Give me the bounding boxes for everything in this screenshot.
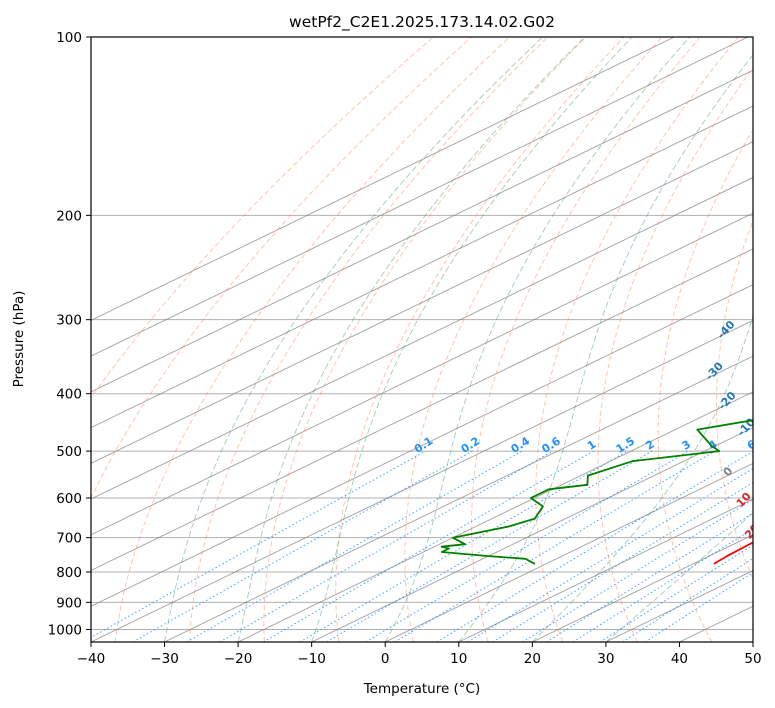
isotherm-line — [91, 105, 753, 429]
y-tick-label: 1000 — [48, 622, 82, 638]
dry-adiabat-line — [404, 37, 663, 642]
mixing-ratio-line — [219, 450, 554, 642]
isotherm-line — [91, 37, 749, 357]
x-tick-label: −20 — [224, 651, 253, 667]
x-axis-label: Temperature (°C) — [363, 681, 481, 697]
isotherm-line — [91, 284, 753, 607]
moist-adiabat-line — [605, 512, 753, 642]
x-tick-label: −30 — [150, 651, 179, 667]
isotherm-line — [91, 69, 753, 393]
mixing-ratio-line — [622, 557, 753, 642]
moist-adiabat-line — [164, 37, 543, 642]
isotherm-lines — [91, 37, 753, 642]
isotherm-line — [91, 37, 675, 321]
isotherm-line — [532, 534, 753, 642]
pressure-grid — [91, 37, 753, 630]
dry-adiabat-line — [597, 67, 753, 642]
isotherm-line — [311, 427, 753, 642]
isotherm-line — [164, 355, 753, 642]
mixing-ratio-line — [492, 481, 753, 642]
isotherm-line — [91, 248, 753, 572]
dry-adiabat-line — [335, 37, 625, 642]
x-tick-label: 10 — [450, 651, 467, 667]
profile-series — [440, 419, 753, 565]
y-tick-label: 900 — [56, 595, 82, 611]
x-axis-ticks: −40 −30 −20 −10 0 10 20 30 40 50 — [77, 642, 762, 667]
dry-adiabat-line — [189, 37, 549, 642]
y-tick-label: 100 — [56, 30, 82, 46]
mixing-ratio-line — [467, 467, 753, 642]
dry-adiabat-line — [471, 37, 701, 642]
mixing-ratio-label: 6 — [745, 437, 759, 452]
isotherm-line — [237, 391, 753, 642]
y-tick-label: 200 — [56, 208, 82, 224]
isotherm-line — [91, 141, 753, 464]
y-tick-label: 300 — [56, 313, 82, 329]
isotherm-line — [91, 176, 753, 500]
y-tick-label: 600 — [56, 491, 82, 507]
y-axis-ticks: 100 200 300 400 500 600 700 800 900 1000 — [48, 30, 91, 638]
isotherm-line — [458, 498, 753, 642]
x-tick-label: 0 — [381, 651, 390, 667]
x-tick-label: 30 — [597, 651, 614, 667]
plot-frame — [90, 36, 754, 643]
mixing-ratio-line — [522, 498, 753, 642]
y-tick-label: 400 — [56, 387, 82, 403]
warm-isotherm-label: 20 — [742, 521, 762, 541]
moist-adiabat-line — [531, 314, 753, 642]
isotherm-line — [385, 462, 753, 642]
mixing-ratio-line — [132, 450, 473, 642]
warm-isotherm-label: 30 — [751, 553, 771, 573]
y-axis-label: Pressure (hPa) — [11, 291, 27, 388]
x-tick-label: −10 — [297, 651, 326, 667]
dry-adiabat-line — [91, 37, 434, 399]
mixing-ratio-lines — [91, 450, 753, 642]
moist-adiabat-line — [384, 37, 691, 642]
mixing-ratio-line — [91, 450, 426, 639]
x-tick-label: 50 — [744, 651, 761, 667]
dewpoint-profile-line — [440, 419, 753, 565]
moist-adiabat-line — [237, 37, 586, 642]
chart-title: wetPf2_C2E1.2025.173.14.02.G02 — [289, 13, 555, 32]
moist-adiabat-lines — [164, 37, 753, 642]
y-tick-label: 500 — [56, 444, 82, 460]
dry-adiabat-lines — [91, 37, 753, 642]
moist-adiabat-line — [458, 54, 753, 642]
x-tick-label: 20 — [524, 651, 541, 667]
dry-adiabat-line — [657, 128, 753, 642]
mixing-ratio-line — [299, 450, 628, 642]
mixing-ratio-line — [365, 450, 689, 642]
mixing-ratio-line — [436, 450, 753, 642]
y-tick-label: 700 — [56, 531, 82, 547]
mixing-ratio-line — [546, 512, 753, 642]
isotherm-line — [91, 319, 753, 642]
x-tick-label: 40 — [671, 651, 688, 667]
dry-adiabat-line — [263, 37, 587, 642]
dry-adiabat-line — [535, 37, 739, 642]
dry-adiabat-line — [114, 37, 510, 642]
y-tick-label: 800 — [56, 565, 82, 581]
x-tick-label: −40 — [77, 651, 106, 667]
isotherm-line — [91, 212, 753, 536]
